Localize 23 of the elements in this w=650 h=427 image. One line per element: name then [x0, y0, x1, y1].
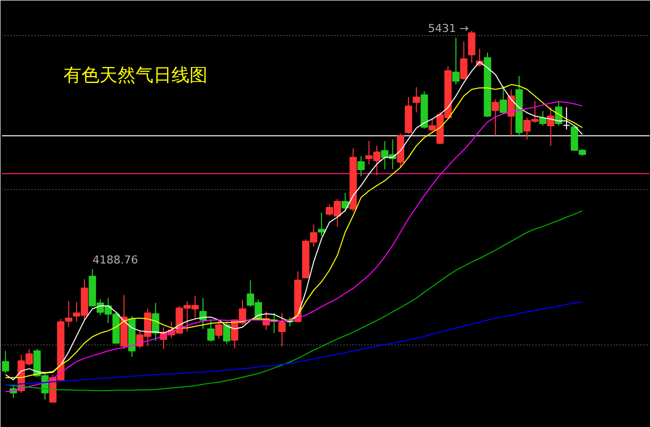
candlestick [357, 156, 365, 177]
annotation: 5431 → [428, 22, 469, 36]
candlestick [65, 300, 72, 328]
annotation: 4188.76 [92, 254, 138, 266]
candlestick [508, 89, 515, 136]
candlestick [215, 320, 222, 340]
candlestick [2, 350, 10, 374]
candlestick [412, 86, 420, 113]
candlestick [492, 98, 500, 136]
text: 有色天然气日线图 [64, 65, 208, 86]
candlestick [152, 302, 160, 342]
candlestick [278, 312, 286, 347]
candlestick [460, 40, 468, 80]
candlestick [500, 86, 507, 114]
candlestick [342, 192, 349, 212]
candlestick [468, 30, 476, 64]
candlestick [223, 321, 230, 344]
candlestick [547, 106, 554, 146]
candlestick [562, 106, 570, 130]
candlestick [207, 320, 215, 342]
candlestick [539, 110, 546, 126]
candlestick [452, 37, 460, 86]
candlestick [318, 212, 326, 237]
